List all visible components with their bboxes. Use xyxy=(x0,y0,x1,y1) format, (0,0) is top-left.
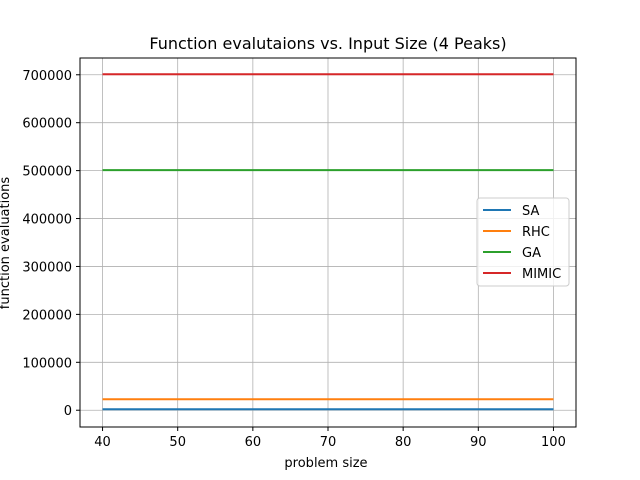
y-tick-label: 300000 xyxy=(22,260,72,275)
legend: SA RHC GA MIMIC xyxy=(476,197,570,287)
series-lines xyxy=(102,73,554,411)
y-tick-label: 200000 xyxy=(22,308,72,323)
legend-label-ga: GA xyxy=(522,246,541,261)
legend-label-rhc: RHC xyxy=(522,225,550,240)
legend-label-sa: SA xyxy=(522,204,539,219)
y-axis-label: function evaluations xyxy=(0,177,13,310)
y-tick-label: 600000 xyxy=(22,117,72,132)
x-tick-label: 100 xyxy=(541,435,566,450)
x-tick-label: 80 xyxy=(395,435,412,450)
x-axis-label: problem size xyxy=(284,456,367,471)
y-tick-label: 400000 xyxy=(22,213,72,228)
x-tick-label: 60 xyxy=(245,435,262,450)
chart-title: Function evalutaions vs. Input Size (4 P… xyxy=(149,34,506,53)
x-tick-label: 40 xyxy=(94,435,111,450)
y-tick-label: 100000 xyxy=(22,356,72,371)
y-tick-label: 500000 xyxy=(22,165,72,180)
y-tick-label: 700000 xyxy=(22,69,72,84)
x-axis-ticks: 40 50 60 70 80 90 100 xyxy=(94,427,566,450)
x-tick-label: 50 xyxy=(169,435,186,450)
legend-label-mimic: MIMIC xyxy=(522,267,561,282)
x-tick-label: 70 xyxy=(320,435,337,450)
y-tick-label: 0 xyxy=(64,404,72,419)
legend-box xyxy=(476,197,570,287)
x-tick-label: 90 xyxy=(470,435,487,450)
y-axis-ticks: 0 100000 200000 300000 400000 500000 600000 700… xyxy=(22,69,80,419)
